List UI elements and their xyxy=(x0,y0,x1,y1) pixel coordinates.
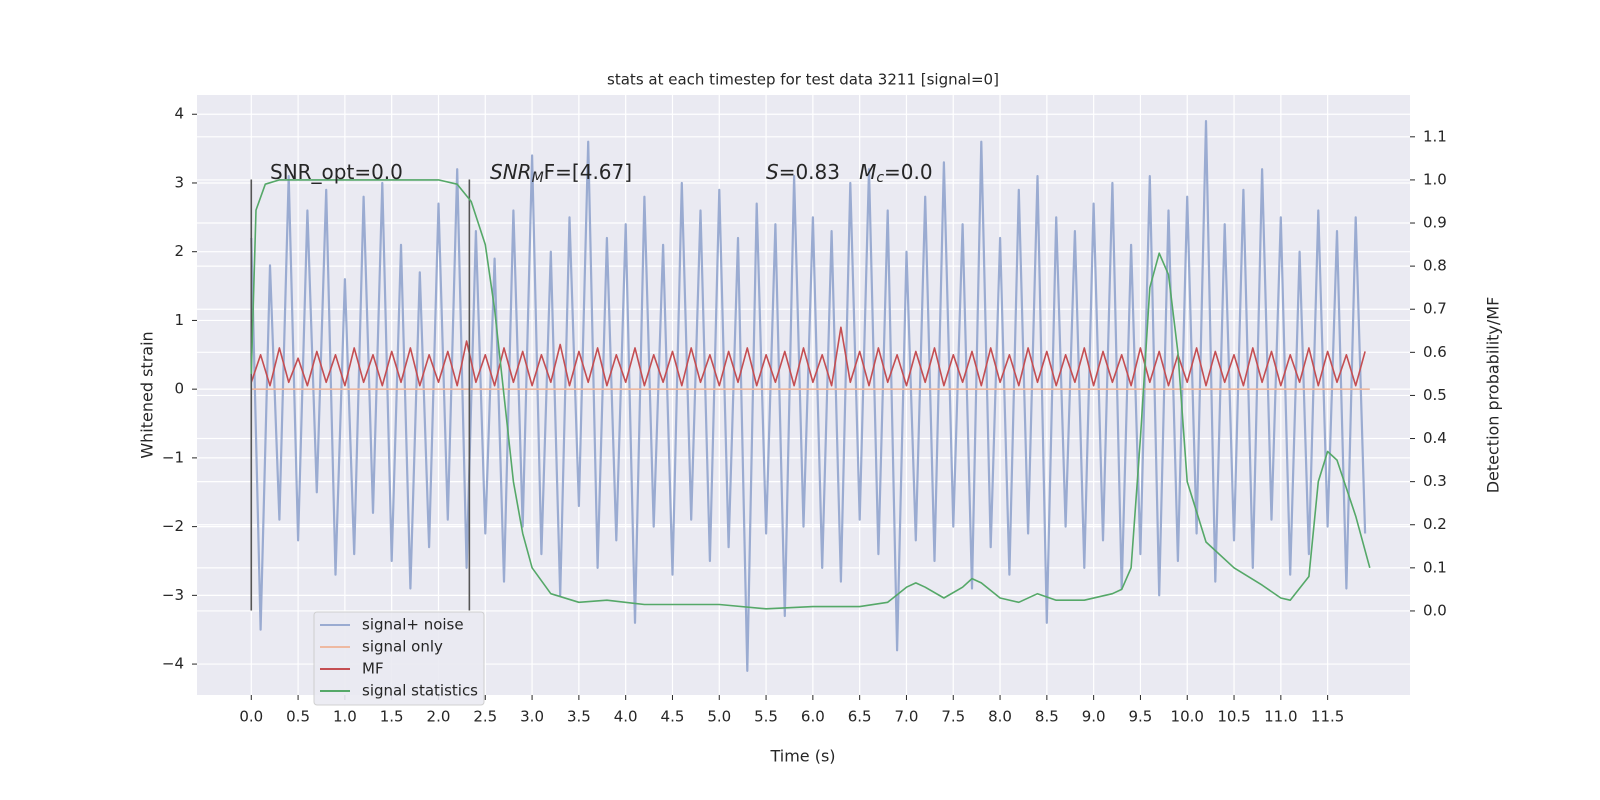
y2-tick-label: 0.9 xyxy=(1423,214,1447,232)
annotation-part: SNR xyxy=(490,160,532,184)
y2-tick-label: 0.3 xyxy=(1423,472,1447,490)
y2-tick-label: 0.0 xyxy=(1423,601,1447,619)
y-tick-label: −2 xyxy=(162,517,184,535)
x-tick-label: 11.0 xyxy=(1264,708,1297,726)
x-tick-label: 7.5 xyxy=(941,708,965,726)
x-tick-label: 6.0 xyxy=(801,708,825,726)
legend-label: signal+ noise xyxy=(362,616,464,634)
y2-tick-label: 0.1 xyxy=(1423,558,1447,576)
legend-label: MF xyxy=(362,660,384,678)
y2-tick-label: 1.0 xyxy=(1423,170,1447,188)
annotation: SNRMF=[4.67] xyxy=(490,160,632,187)
y-tick-label: −3 xyxy=(162,586,184,604)
x-tick-label: 6.5 xyxy=(848,708,872,726)
y-tick-label: −1 xyxy=(162,448,184,466)
y2-axis-label: Detection probability/MF xyxy=(1484,297,1503,494)
annotation: SNR_opt=0.0 xyxy=(270,160,403,184)
chart-title: stats at each timestep for test data 321… xyxy=(607,71,999,89)
series-line xyxy=(250,179,1371,610)
x-tick-label: 2.5 xyxy=(473,708,497,726)
annotation-part: M xyxy=(859,160,876,184)
x-tick-label: 0.0 xyxy=(239,708,263,726)
annotation-part: =0.83 xyxy=(779,160,859,184)
x-tick-label: 8.0 xyxy=(988,708,1012,726)
x-tick-label: 3.0 xyxy=(520,708,544,726)
y2-tick-label: 0.4 xyxy=(1423,429,1447,447)
x-tick-label: 5.5 xyxy=(754,708,778,726)
y2-tick-label: 0.6 xyxy=(1423,343,1447,361)
y-axis-label: Whitened strain xyxy=(138,331,157,458)
x-tick-label: 10.0 xyxy=(1171,708,1204,726)
x-tick-label: 4.5 xyxy=(661,708,685,726)
x-tick-label: 8.5 xyxy=(1035,708,1059,726)
y2-tick-label: 0.5 xyxy=(1423,386,1447,404)
series-line xyxy=(250,120,1367,672)
y2-tick-label: 0.2 xyxy=(1423,515,1447,533)
x-tick-label: 3.5 xyxy=(567,708,591,726)
annotation-part: M xyxy=(532,170,544,186)
y-tick-label: −4 xyxy=(162,655,184,673)
x-tick-label: 10.5 xyxy=(1217,708,1250,726)
y-tick-label: 2 xyxy=(174,242,184,260)
legend-label: signal only xyxy=(362,638,443,656)
x-tick-label: 4.0 xyxy=(614,708,638,726)
x-tick-label: 9.0 xyxy=(1082,708,1106,726)
y2-tick-label: 0.7 xyxy=(1423,300,1447,318)
x-tick-label: 5.0 xyxy=(707,708,731,726)
x-tick-label: 1.5 xyxy=(380,708,404,726)
y-tick-label: 0 xyxy=(174,380,184,398)
x-axis-label: Time (s) xyxy=(769,747,835,766)
x-tick-label: 7.0 xyxy=(895,708,919,726)
x-tick-label: 9.5 xyxy=(1129,708,1153,726)
annotation-part: c xyxy=(876,170,884,186)
annotation-part: S xyxy=(766,160,779,184)
y2-tick-label: 1.1 xyxy=(1423,127,1447,145)
y-tick-label: 4 xyxy=(174,105,184,123)
annotation: S=0.83 Mc=0.0 xyxy=(766,160,933,187)
x-tick-label: 2.0 xyxy=(427,708,451,726)
legend-box xyxy=(313,611,485,706)
y2-tick-label: 0.8 xyxy=(1423,257,1447,275)
y-tick-label: 3 xyxy=(174,173,184,191)
legend-label: signal statistics xyxy=(362,682,478,700)
annotation-part: =0.0 xyxy=(884,160,933,184)
annotation-part: SNR_opt=0.0 xyxy=(270,160,403,184)
x-tick-label: 11.5 xyxy=(1311,708,1344,726)
y-tick-label: 1 xyxy=(174,311,184,329)
series-line xyxy=(250,326,1366,387)
x-tick-label: 1.0 xyxy=(333,708,357,726)
x-tick-label: 0.5 xyxy=(286,708,310,726)
annotation-part: F=[4.67] xyxy=(544,160,632,184)
